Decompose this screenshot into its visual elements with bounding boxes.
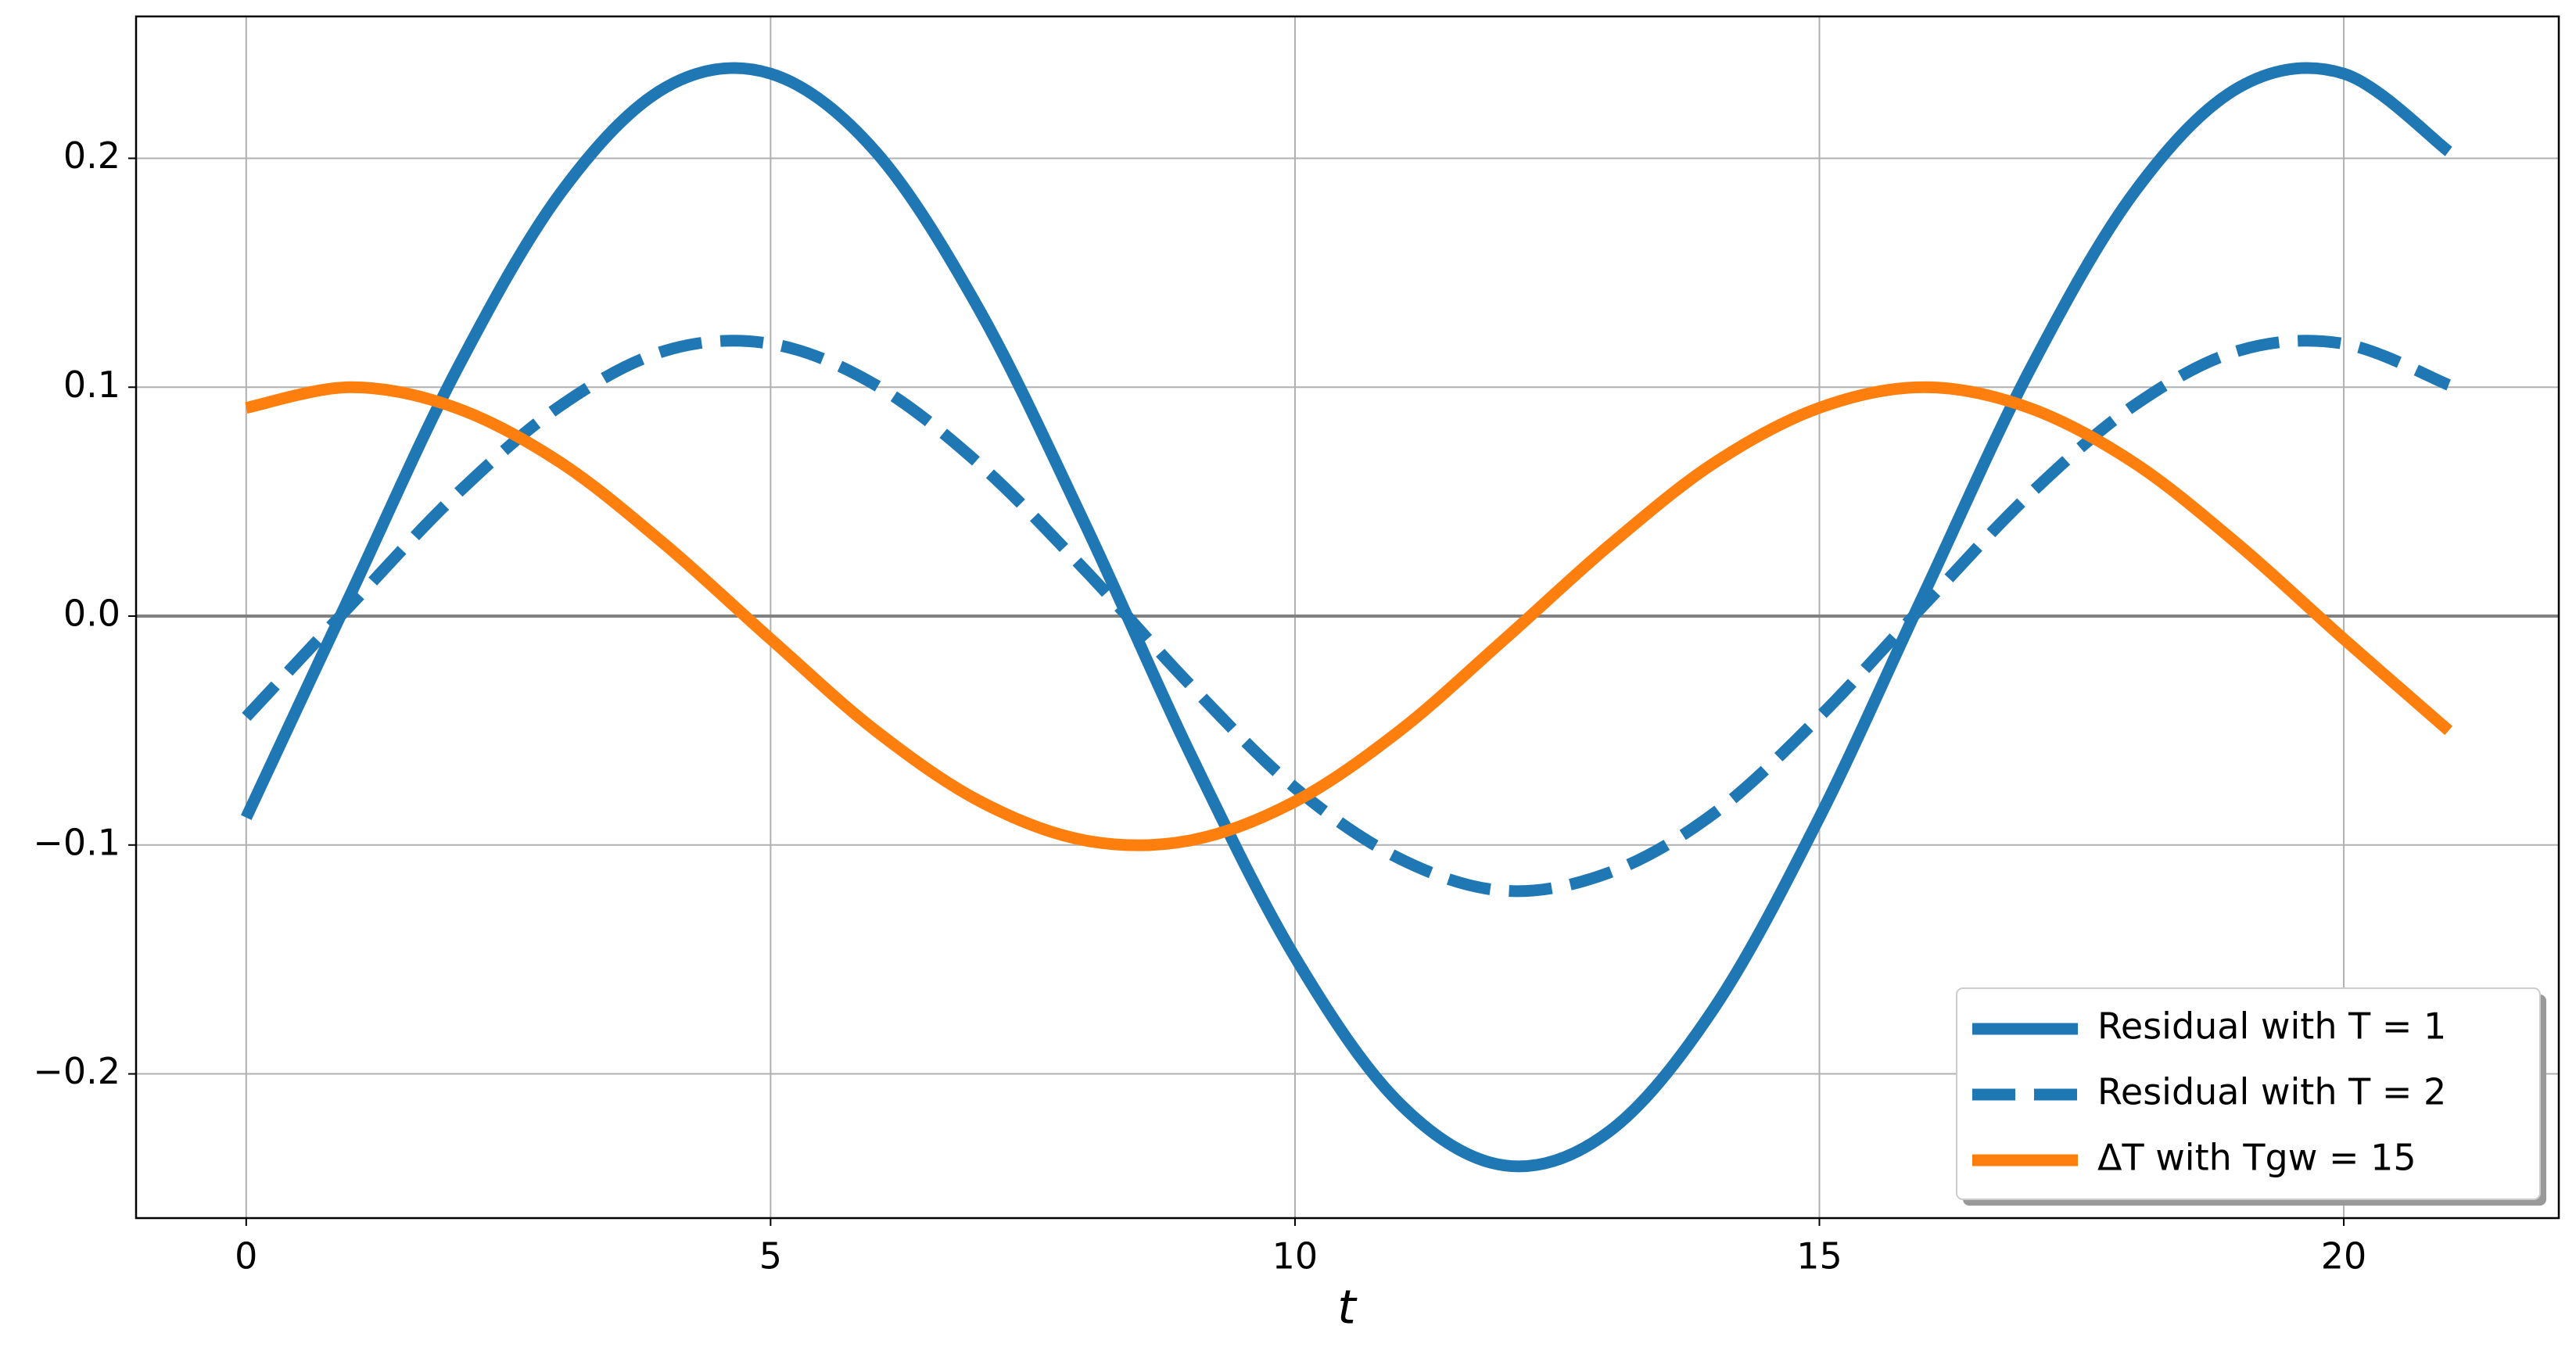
x-axis-label: t — [1337, 1281, 1358, 1335]
line — [242, 335, 2452, 898]
legend: Residual with T = 1 Residual with T = 2 ΔT… — [1956, 987, 2546, 1206]
y-tick-label: −0.2 — [33, 1050, 120, 1092]
x-tick-label: 10 — [1272, 1235, 1318, 1278]
x-tick-label: 5 — [759, 1235, 782, 1278]
line — [241, 62, 2452, 1173]
axes-frame — [135, 15, 2560, 1220]
line — [245, 381, 2453, 851]
x-tick-label: 15 — [1796, 1235, 1842, 1278]
legend-label: ΔT with Tgw = 15 — [2097, 1137, 2416, 1179]
y-tick-label: 0.0 — [63, 593, 120, 635]
y-tick-label: 0.1 — [63, 364, 120, 406]
legend-label: Residual with T = 2 — [2097, 1071, 2446, 1113]
y-tick-label: 0.2 — [63, 134, 120, 177]
x-tick-label: 0 — [235, 1235, 257, 1278]
x-tick-label: 20 — [2321, 1235, 2367, 1278]
y-tick-label: −0.1 — [33, 821, 120, 863]
legend-label: Residual with T = 1 — [2097, 1005, 2446, 1048]
legend-box — [1956, 987, 2541, 1200]
